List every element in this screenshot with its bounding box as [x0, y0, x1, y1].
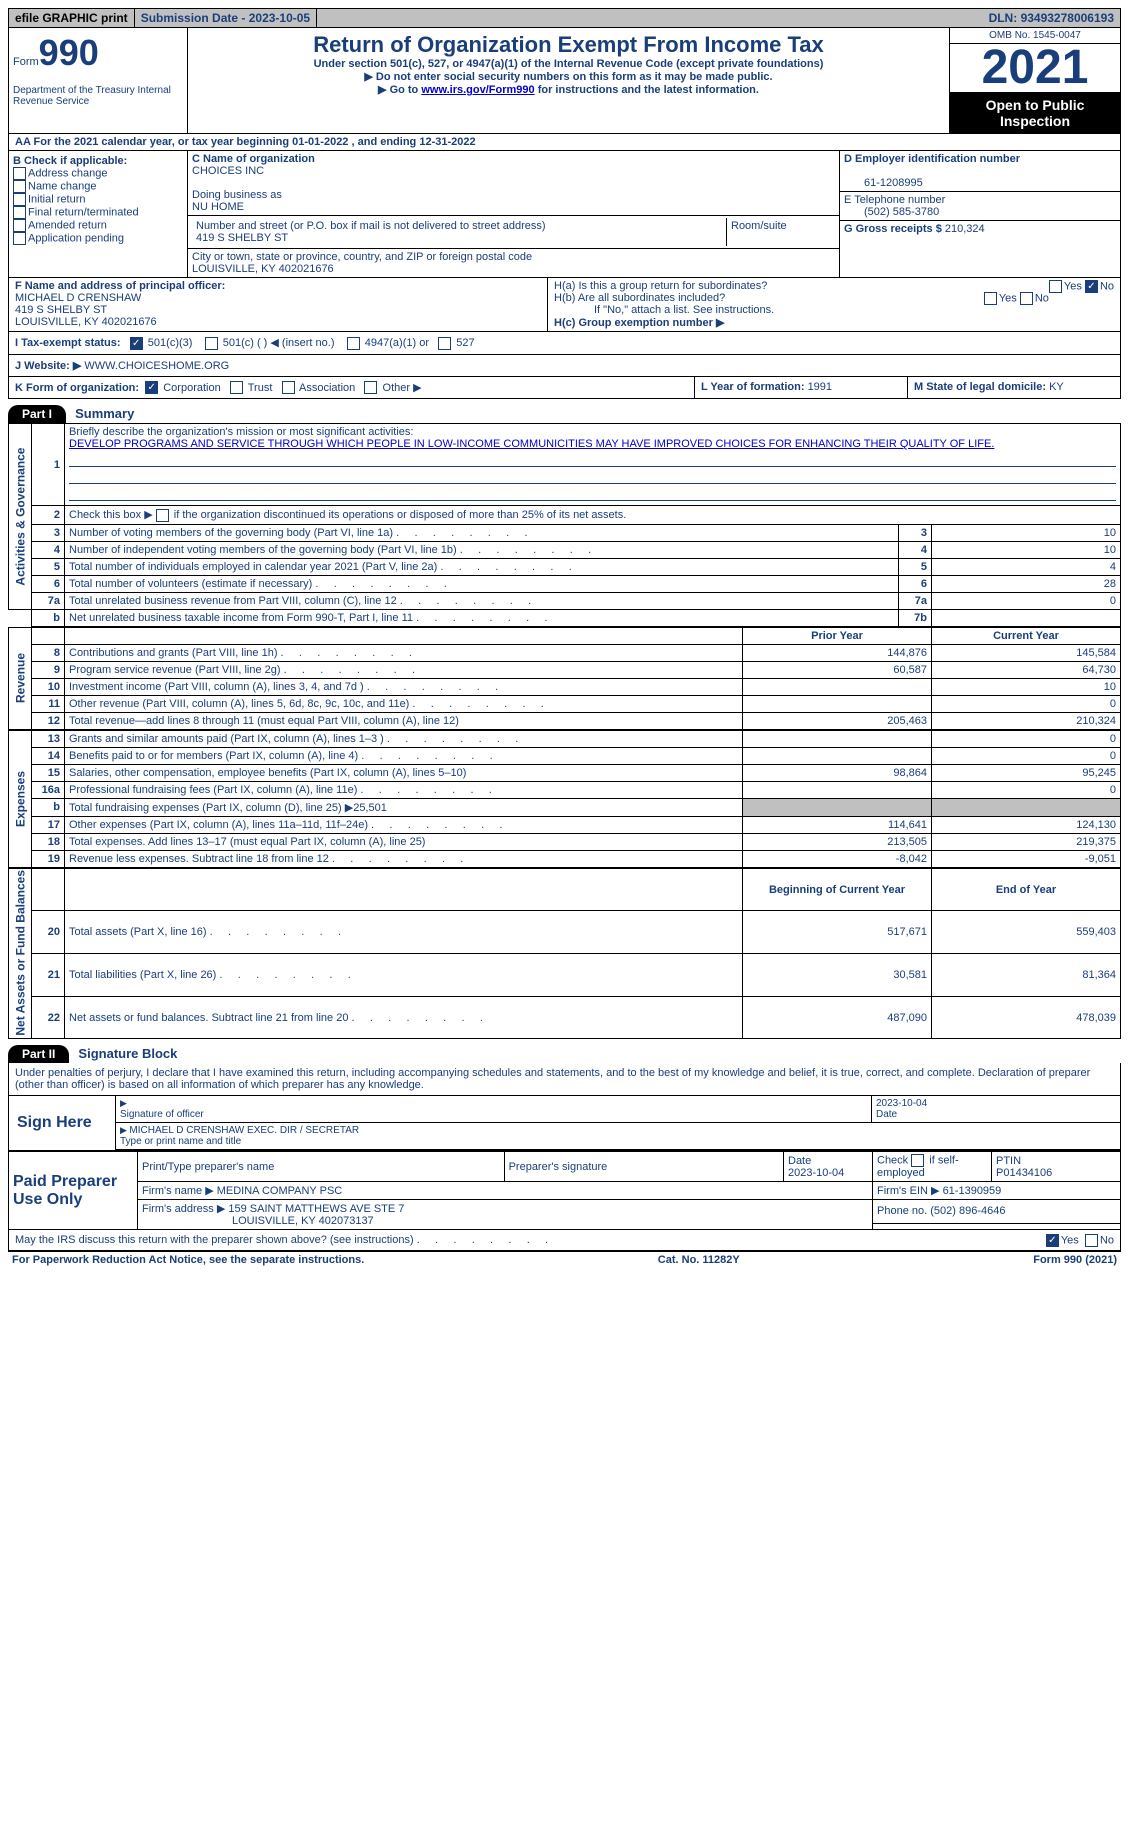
- row-j-website: J Website: ▶ WWW.CHOICESHOME.ORG: [8, 355, 1121, 377]
- sign-here: Sign Here Signature of officer 2023-10-0…: [8, 1096, 1121, 1151]
- part-i-expenses: Expenses 13Grants and similar amounts pa…: [8, 730, 1121, 868]
- irs-link[interactable]: www.irs.gov/Form990: [421, 84, 534, 96]
- part-ii-title: Signature Block: [78, 1046, 177, 1061]
- dln: DLN: 93493278006193: [983, 9, 1120, 27]
- form-title: Return of Organization Exempt From Incom…: [188, 28, 950, 133]
- part-ii-header: Part II: [8, 1045, 69, 1063]
- row-a-tax-year: AA For the 2021 calendar year, or tax ye…: [8, 134, 1121, 151]
- row-i-tax-status: I Tax-exempt status: ✓ 501(c)(3) 501(c) …: [8, 332, 1121, 355]
- submission-date: Submission Date - 2023-10-05: [135, 9, 317, 27]
- part-i-header: Part I: [8, 405, 66, 423]
- section-h: H(a) Is this a group return for subordin…: [548, 278, 1120, 331]
- part-i-netassets: Net Assets or Fund Balances Beginning of…: [8, 868, 1121, 1040]
- row-k-form-org: K Form of organization: ✓ Corporation Tr…: [9, 377, 695, 399]
- year-box: OMB No. 1545-0047 2021 Open to Public In…: [950, 28, 1120, 133]
- dept-label: Department of the Treasury Internal Reve…: [13, 85, 171, 107]
- row-l-year: L Year of formation: 1991: [695, 377, 908, 399]
- part-i-governance: Activities & Governance 1 Briefly descri…: [8, 423, 1121, 627]
- paid-preparer: Paid Preparer Use Only Print/Type prepar…: [8, 1151, 1121, 1230]
- part-i-title: Summary: [75, 406, 134, 421]
- form-id: Form990 Department of the Treasury Inter…: [9, 28, 188, 133]
- efile-label: efile GRAPHIC print: [9, 9, 135, 27]
- section-c-org: C Name of organizationCHOICES INCDoing b…: [188, 151, 840, 277]
- may-discuss: May the IRS discuss this return with the…: [8, 1230, 1121, 1251]
- part-i-revenue: Revenue Prior YearCurrent Year 8Contribu…: [8, 627, 1121, 730]
- submission-bar: efile GRAPHIC print Submission Date - 20…: [8, 8, 1121, 28]
- row-m-state: M State of legal domicile: KY: [908, 377, 1120, 399]
- page-footer: For Paperwork Reduction Act Notice, see …: [8, 1251, 1121, 1268]
- section-f-officer: F Name and address of principal officer:…: [9, 278, 548, 331]
- section-b-checklist: B Check if applicable: Address change Na…: [9, 151, 188, 277]
- section-d-e-g: D Employer identification number61-12089…: [840, 151, 1120, 277]
- penalties-text: Under penalties of perjury, I declare th…: [8, 1063, 1121, 1096]
